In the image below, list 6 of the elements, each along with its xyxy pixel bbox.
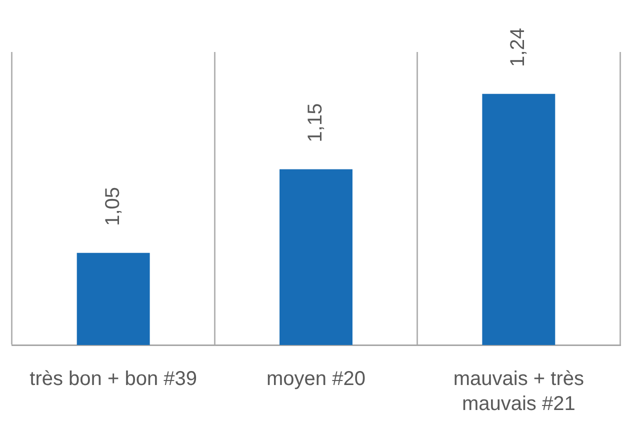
x-tick-label: mauvais + très mauvais #21 [453, 368, 584, 416]
x-tick-label: très bon + bon #39 [30, 368, 198, 390]
data-label: 1,05 [102, 186, 124, 226]
data-label: 1,24 [507, 28, 530, 67]
x-tick-label: moyen #20 [266, 368, 366, 390]
data-label: 1,15 [304, 103, 327, 142]
